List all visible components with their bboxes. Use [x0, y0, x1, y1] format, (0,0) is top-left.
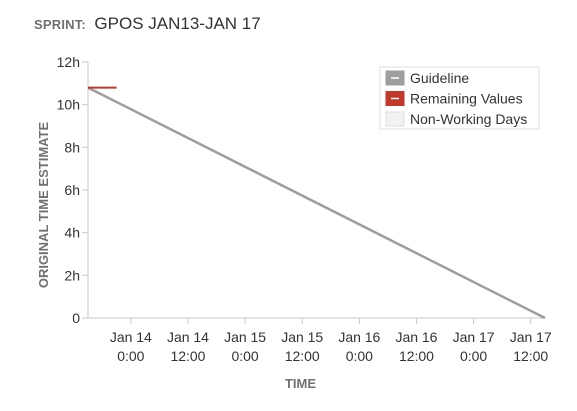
y-tick-label: 0: [72, 310, 80, 326]
x-tick-label: Jan 16: [395, 329, 437, 345]
x-tick-label-time: 0:00: [460, 348, 487, 364]
y-tick-label: 8h: [64, 139, 80, 155]
sprint-title: SPRINT: GPOS JAN13-JAN 17: [34, 14, 261, 34]
x-tick-label-time: 0:00: [117, 348, 144, 364]
legend-label: Non-Working Days: [410, 111, 527, 127]
legend-label: Remaining Values: [410, 91, 523, 107]
sprint-name: GPOS JAN13-JAN 17: [94, 14, 261, 33]
x-tick-label-time: 12:00: [399, 348, 434, 364]
y-tick-label: 10h: [57, 97, 80, 113]
x-tick-label: Jan 14: [167, 329, 209, 345]
legend-label: Guideline: [410, 70, 469, 86]
x-tick-label-time: 0:00: [231, 348, 258, 364]
sprint-label: SPRINT:: [34, 17, 86, 32]
x-axis-title: TIME: [285, 376, 316, 391]
y-tick-label: 2h: [64, 267, 80, 283]
x-tick-label-time: 12:00: [513, 348, 548, 364]
y-tick-label: 12h: [57, 54, 80, 70]
x-tick-label: Jan 17: [510, 329, 552, 345]
x-tick-label: Jan 14: [110, 329, 152, 345]
x-tick-label: Jan 15: [281, 329, 323, 345]
x-tick-label: Jan 16: [338, 329, 380, 345]
x-tick-label: Jan 15: [224, 329, 266, 345]
y-axis-title: ORIGINAL TIME ESTIMATE: [36, 121, 51, 288]
x-tick-label-time: 0:00: [346, 348, 373, 364]
x-tick-label-time: 12:00: [285, 348, 320, 364]
y-tick-label: 6h: [64, 182, 80, 198]
y-tick-label: 4h: [64, 225, 80, 241]
legend-swatch: [385, 111, 405, 127]
x-tick-label: Jan 17: [453, 329, 495, 345]
guideline-series: [87, 86, 546, 320]
legend-box: [379, 66, 540, 130]
x-tick-label-time: 12:00: [170, 348, 205, 364]
